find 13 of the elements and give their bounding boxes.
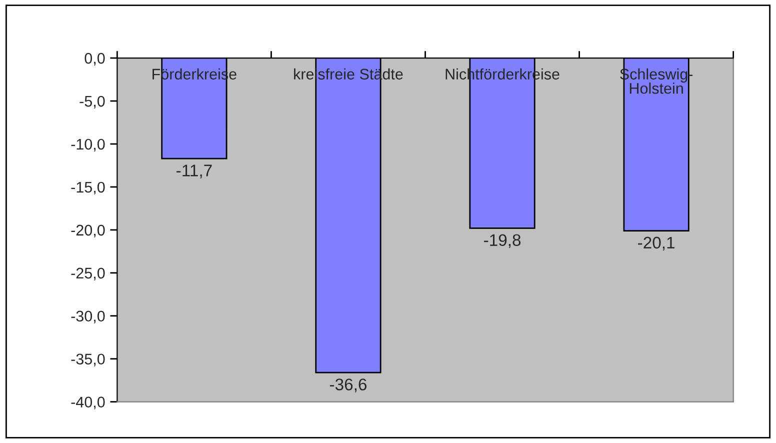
y-tick-label: -25,0 bbox=[71, 268, 105, 280]
data-label: -20,1 bbox=[638, 236, 674, 251]
data-label: -36,6 bbox=[330, 378, 366, 392]
y-tick-label: -30,0 bbox=[71, 310, 105, 324]
y-tick-label: -10,0 bbox=[71, 138, 105, 152]
data-label: -19,8 bbox=[484, 234, 521, 248]
data-label: -11,7 bbox=[176, 164, 212, 178]
y-tick-label: -35,0 bbox=[71, 354, 105, 366]
y-tick-label: -15,0 bbox=[71, 182, 105, 194]
y-tick-label: 0,0 bbox=[84, 52, 105, 66]
y-tick-label: -40,0 bbox=[71, 396, 105, 410]
y-tick-label: -5,0 bbox=[80, 96, 105, 108]
y-tick-label: -20,0 bbox=[71, 224, 105, 238]
